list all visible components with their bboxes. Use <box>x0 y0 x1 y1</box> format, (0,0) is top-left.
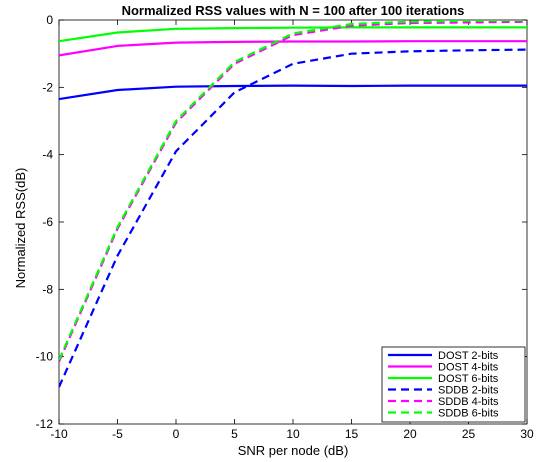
series-group <box>59 20 527 388</box>
x-tick-label: 15 <box>345 427 359 441</box>
x-tick-label: 30 <box>520 427 534 441</box>
legend-label: SDDB 6-bits <box>438 408 499 420</box>
series-line-sddb-2-bits <box>59 48 527 388</box>
y-tick-label: -4 <box>42 148 53 162</box>
x-axis-label: SNR per node (dB) <box>238 443 349 458</box>
x-tick-label: 0 <box>173 427 180 441</box>
legend-label: DOST 2-bits <box>438 350 499 362</box>
y-tick-label: -8 <box>42 282 53 296</box>
y-axis-label: Normalized RSS(dB) <box>13 168 28 289</box>
x-tick-label: 10 <box>286 427 300 441</box>
series-line-dost-6-bits <box>59 26 527 43</box>
x-tick-label: -5 <box>112 427 123 441</box>
y-tick-label: -10 <box>36 350 54 364</box>
legend-label: SDDB 2-bits <box>438 385 499 397</box>
y-tick-label: -6 <box>42 215 53 229</box>
series-line-dost-4-bits <box>59 40 527 57</box>
x-tick-label: 5 <box>231 427 238 441</box>
x-tick-label: 20 <box>403 427 417 441</box>
legend-box <box>381 346 526 423</box>
plot-area: -10 -5 0 5 10 15 20 25 30-12-10-8-6-4-20 <box>36 13 534 441</box>
x-tick-label: -10 <box>50 427 68 441</box>
legend-label: SDDB 4-bits <box>438 396 499 408</box>
y-tick-label: 0 <box>46 13 53 27</box>
chart-title: Normalized RSS values with N = 100 after… <box>122 3 465 18</box>
legend-label: DOST 4-bits <box>438 362 499 374</box>
y-tick-label: -12 <box>36 417 54 431</box>
y-tick-label: -2 <box>42 80 53 94</box>
series-line-sddb-6-bits <box>59 20 527 361</box>
legend-label: DOST 6-bits <box>438 373 499 385</box>
series-line-dost-2-bits <box>59 84 527 101</box>
x-tick-label: 25 <box>462 427 476 441</box>
